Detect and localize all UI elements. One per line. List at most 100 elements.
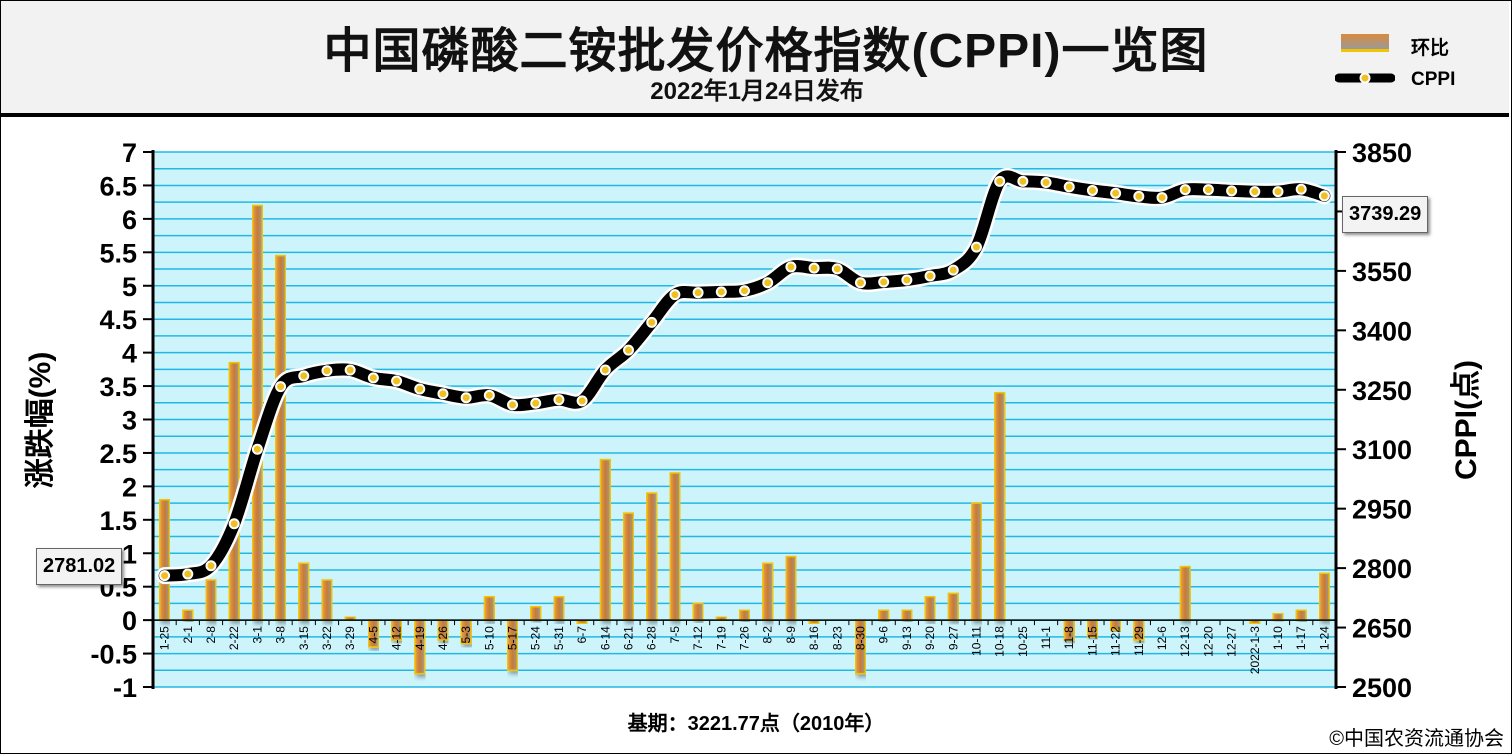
- x-tick-label: 2-22: [227, 626, 241, 650]
- cppi-point-4-12: [391, 375, 403, 387]
- cppi-point-6-21: [623, 344, 635, 356]
- bar-6-21: [622, 512, 635, 621]
- cppi-point-7-5: [669, 289, 681, 301]
- cppi-point-5-3: [460, 392, 472, 404]
- right-axis-title: CPPI(点): [1450, 360, 1483, 480]
- left-tick-label: 4: [122, 339, 137, 369]
- x-tick-label: 9-6: [877, 626, 891, 644]
- left-tick-label: 5.5: [99, 238, 137, 268]
- x-tick-label: 6-21: [622, 626, 636, 650]
- cppi-point-8-2: [762, 277, 774, 289]
- cppi-point-1-25: [159, 570, 171, 582]
- end-value-callout: 3739.29: [1342, 196, 1429, 233]
- grid-lines: [153, 151, 1336, 688]
- cppi-point-6-14: [599, 364, 611, 376]
- cppi-point-2-22: [228, 518, 240, 530]
- x-tick-label: 8-2: [761, 626, 775, 644]
- chart-header: 中国磷酸二铵批发价格指数(CPPI)一览图 2022年1月24日发布 环比 CP…: [1, 1, 1509, 117]
- left-tick-label: 1: [122, 539, 137, 569]
- x-tick-label: 12-20: [1201, 626, 1215, 657]
- x-tick-label: 8-16: [807, 626, 821, 650]
- right-tick-label: 3850: [1352, 138, 1412, 168]
- x-tick-label: 4-5: [366, 626, 380, 644]
- bar-9-13: [901, 609, 913, 621]
- left-tick-label: 7: [122, 138, 137, 168]
- x-tick-label: 4-12: [390, 626, 404, 650]
- cppi-point-9-6: [878, 276, 890, 288]
- x-tick-label: 2022-1-3: [1248, 626, 1262, 674]
- cppi-point-8-23: [831, 263, 843, 275]
- cppi-point-3-29: [344, 364, 356, 376]
- x-tick-label: 7-26: [738, 626, 752, 650]
- x-tick-label: 12-27: [1225, 626, 1239, 657]
- left-tick-label: 6: [122, 205, 137, 235]
- bar-7-12: [692, 602, 704, 621]
- bar-5-31: [553, 595, 565, 621]
- bar-3-8: [274, 254, 287, 621]
- x-tick-label: 2-1: [181, 626, 195, 644]
- cppi-point-12-6: [1156, 192, 1168, 204]
- bar-8-2: [762, 562, 774, 621]
- right-tick-label: 3550: [1352, 257, 1412, 287]
- cppi-point-5-24: [530, 397, 542, 409]
- x-tick-label: 3-1: [250, 626, 264, 644]
- left-tick-label: 3: [122, 406, 137, 436]
- x-tick-label: 2-8: [204, 626, 218, 644]
- cppi-point-10-11: [970, 241, 982, 253]
- x-tick-label: 12-6: [1155, 626, 1169, 650]
- x-tick-label: 11-15: [1085, 626, 1099, 656]
- bar-9-27: [947, 592, 959, 621]
- x-tick-label: 3-22: [320, 626, 334, 650]
- legend-line-label: CPPI: [1411, 69, 1456, 90]
- left-tick-label: 2: [122, 472, 137, 502]
- cppi-point-4-19: [414, 383, 426, 395]
- cppi-point-7-19: [715, 286, 727, 298]
- x-tick-label: 1-10: [1271, 626, 1285, 650]
- right-tick-label: 3100: [1352, 435, 1412, 465]
- cppi-point-1-17: [1295, 183, 1307, 195]
- cppi-point-7-12: [692, 287, 704, 299]
- x-tick-label: 3-15: [297, 626, 311, 650]
- right-tick-label: 2650: [1352, 614, 1412, 644]
- x-tick-label: 7-12: [691, 626, 705, 650]
- left-tick-label: 0: [122, 606, 137, 636]
- legend-bar-label: 环比: [1411, 38, 1450, 59]
- axes: -1-0.500.511.522.533.544.555.566.5725002…: [90, 138, 1412, 703]
- bar-5-24: [530, 606, 542, 621]
- bar-3-22: [321, 579, 333, 621]
- cppi-point-11-22: [1110, 187, 1122, 199]
- bar-1-24: [1318, 572, 1331, 621]
- legend-line-swatch: [1335, 72, 1395, 84]
- cppi-point-3-8: [275, 381, 287, 393]
- x-tick-label: 11-8: [1062, 626, 1076, 649]
- bar-2-1: [182, 609, 194, 621]
- left-tick-label: 2.5: [99, 439, 137, 469]
- x-tick-label: 9-20: [923, 626, 937, 650]
- cppi-point-8-30: [854, 277, 866, 289]
- cppi-point-11-8: [1063, 181, 1075, 193]
- x-tick-label: 4-19: [413, 626, 427, 650]
- x-tick-label: 11-1: [1039, 626, 1053, 649]
- x-tick-label: 10-11: [969, 626, 983, 656]
- x-tick-label: 11-22: [1109, 626, 1123, 656]
- bar-9-20: [924, 595, 936, 621]
- x-tick-label: 10-25: [1016, 626, 1030, 657]
- x-tick-label: 5-10: [482, 626, 496, 650]
- x-tick-label: 9-13: [900, 626, 914, 650]
- bar-6-28: [646, 492, 658, 621]
- bar-1-17: [1295, 609, 1307, 621]
- x-tick-label: 5-31: [552, 626, 566, 650]
- x-tick-label: 8-30: [853, 626, 867, 650]
- bar-12-13: [1179, 565, 1191, 621]
- copyright: ©中国农资流通协会: [1329, 728, 1504, 750]
- bar-series: [158, 204, 1331, 675]
- cppi-point-6-28: [646, 316, 658, 328]
- bar-9-6: [878, 609, 890, 621]
- right-tick-label: 2500: [1352, 673, 1412, 703]
- cppi-point-2-8: [205, 560, 217, 572]
- left-tick-label: 5: [122, 272, 137, 302]
- cppi-point-10-25: [1017, 175, 1029, 187]
- x-tick-label: 6-28: [645, 626, 659, 650]
- x-tick-label: 3-29: [343, 626, 357, 650]
- x-tick-label: 1-17: [1294, 626, 1308, 650]
